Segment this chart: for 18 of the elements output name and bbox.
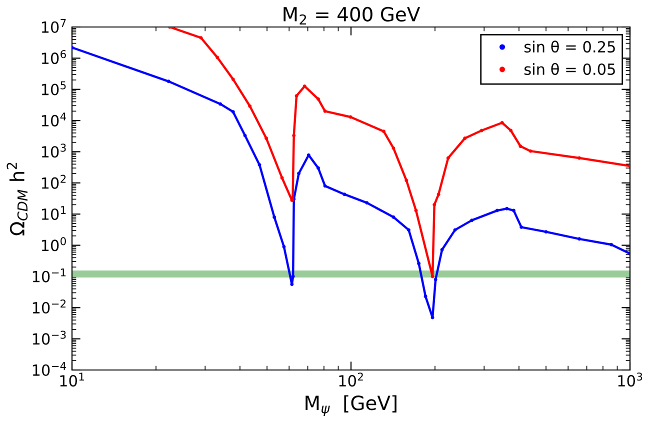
y-tick-label: 10$^{−1}$: [32, 268, 66, 282]
y-axis-title: Ω$_{CDM}$ h$^{2}$: [6, 162, 28, 236]
y-tick-label: 10$^{−2}$: [32, 300, 66, 314]
legend-label: sin θ = 0.25: [524, 40, 615, 53]
chart-title: M$_{2}$ = 400 GeV: [284, 6, 420, 24]
x-tick-label: 10$^{3}$: [618, 372, 642, 387]
y-tick-label: 10$^{6}$: [42, 50, 66, 64]
x-axis-title: M$_{ψ}$ [GeV]: [306, 395, 396, 416]
legend-label: sin θ = 0.05: [524, 63, 615, 75]
y-tick-label: 10$^{−3}$: [32, 330, 66, 345]
y-tick-label: 10$^{0}$: [42, 237, 66, 252]
y-tick-label: 10$^{7}$: [42, 19, 66, 33]
y-tick-label: 10$^{3}$: [42, 144, 66, 158]
x-tick-label: 10$^{2}$: [339, 372, 363, 387]
y-tick-label: 10$^{5}$: [42, 81, 66, 96]
y-tick-label: 10$^{1}$: [42, 206, 66, 220]
y-tick-label: 10$^{4}$: [42, 112, 66, 126]
y-tick-label: 10$^{2}$: [42, 174, 66, 189]
